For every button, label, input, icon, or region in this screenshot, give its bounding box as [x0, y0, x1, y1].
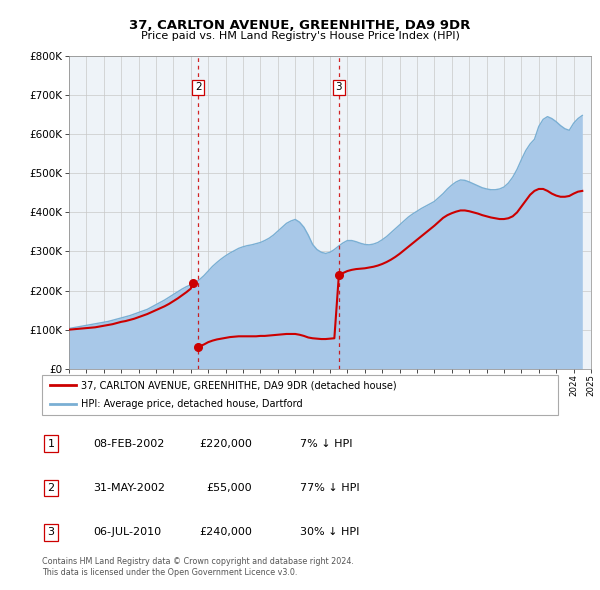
Text: 2: 2	[47, 483, 55, 493]
Text: 31-MAY-2002: 31-MAY-2002	[93, 483, 165, 493]
Text: £240,000: £240,000	[199, 527, 252, 537]
Text: Price paid vs. HM Land Registry's House Price Index (HPI): Price paid vs. HM Land Registry's House …	[140, 31, 460, 41]
Text: 06-JUL-2010: 06-JUL-2010	[93, 527, 161, 537]
Text: 2: 2	[195, 83, 202, 92]
FancyBboxPatch shape	[42, 375, 558, 415]
Text: 3: 3	[47, 527, 55, 537]
Text: 37, CARLTON AVENUE, GREENHITHE, DA9 9DR: 37, CARLTON AVENUE, GREENHITHE, DA9 9DR	[130, 19, 470, 32]
Text: 7% ↓ HPI: 7% ↓ HPI	[300, 439, 353, 448]
Text: 08-FEB-2002: 08-FEB-2002	[93, 439, 164, 448]
Text: 77% ↓ HPI: 77% ↓ HPI	[300, 483, 359, 493]
Text: £55,000: £55,000	[206, 483, 252, 493]
Text: Contains HM Land Registry data © Crown copyright and database right 2024.: Contains HM Land Registry data © Crown c…	[42, 558, 354, 566]
Text: 30% ↓ HPI: 30% ↓ HPI	[300, 527, 359, 537]
Text: 3: 3	[335, 83, 342, 92]
Text: £220,000: £220,000	[199, 439, 252, 448]
Text: This data is licensed under the Open Government Licence v3.0.: This data is licensed under the Open Gov…	[42, 568, 298, 577]
Text: 37, CARLTON AVENUE, GREENHITHE, DA9 9DR (detached house): 37, CARLTON AVENUE, GREENHITHE, DA9 9DR …	[80, 380, 397, 390]
Text: HPI: Average price, detached house, Dartford: HPI: Average price, detached house, Dart…	[80, 399, 302, 409]
Text: 1: 1	[47, 439, 55, 448]
